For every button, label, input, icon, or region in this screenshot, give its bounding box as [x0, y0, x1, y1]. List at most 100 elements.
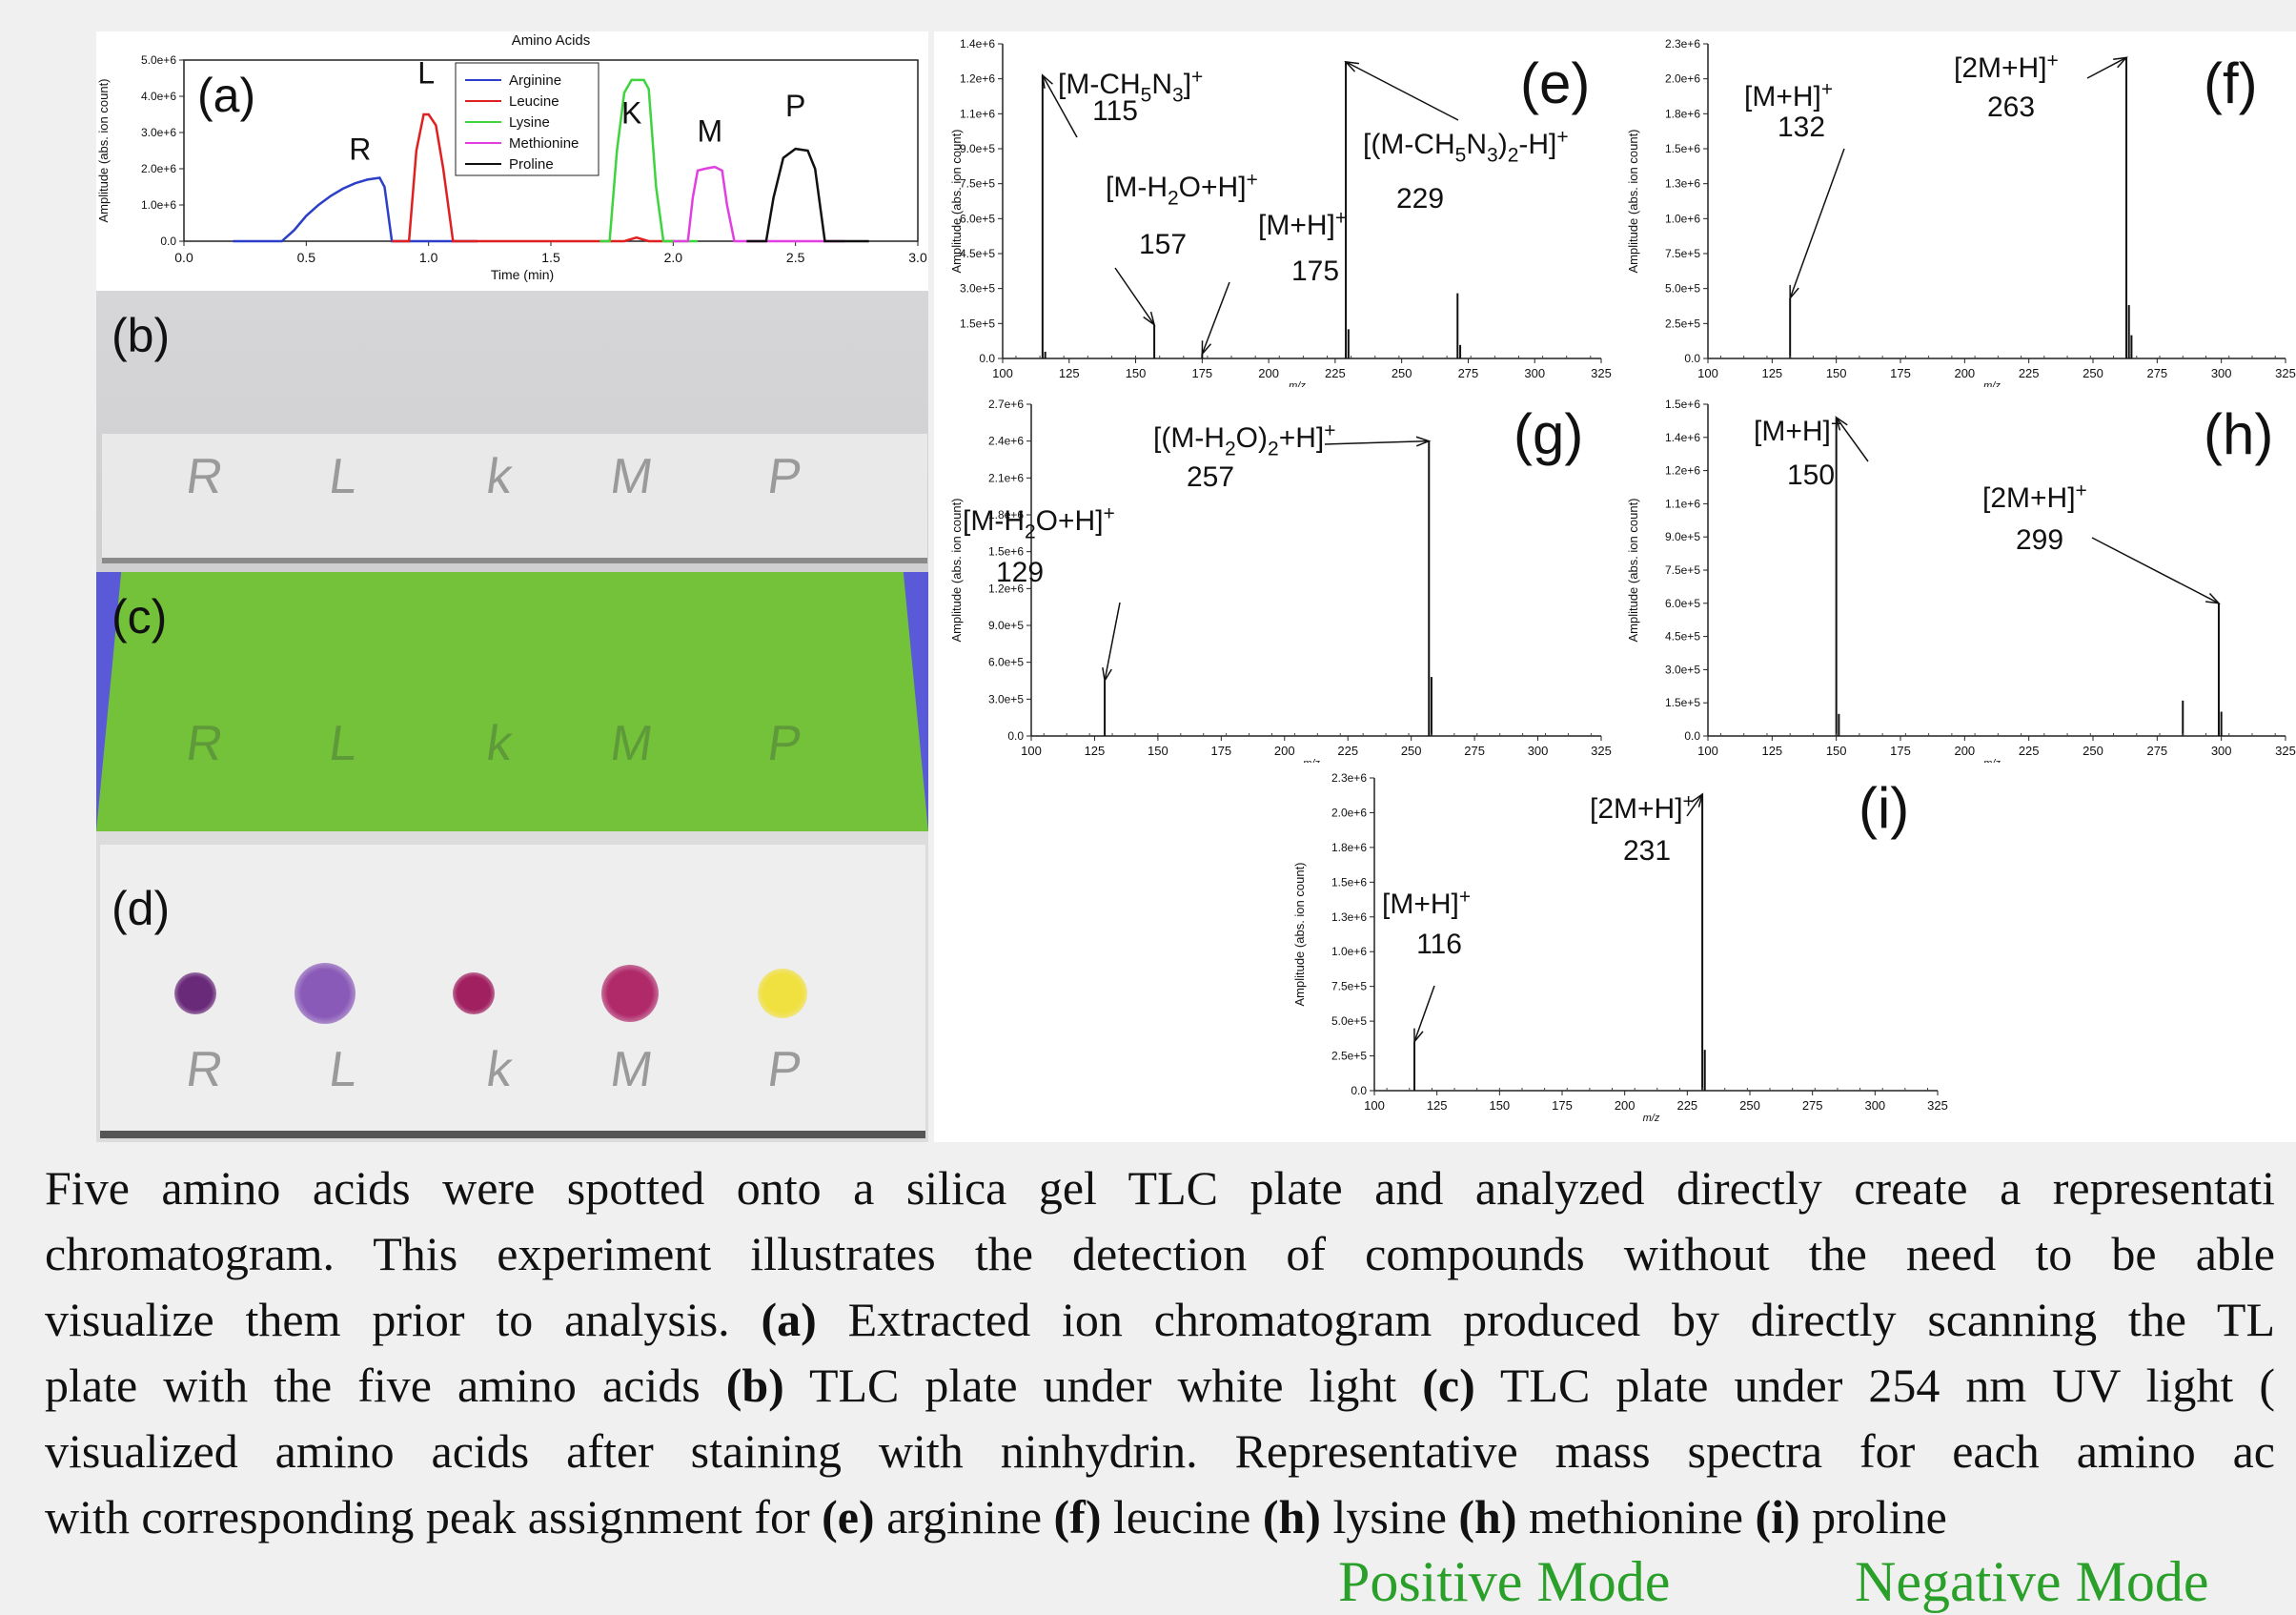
caption-panel-ref: (c) — [1422, 1359, 1475, 1412]
x-tick-label: 125 — [1085, 744, 1106, 758]
peak-mz-label: 150 — [1787, 460, 1835, 491]
x-axis-label: m/z — [1983, 380, 2001, 387]
y-tick-label: 7.5e+5 — [1331, 980, 1367, 993]
arrow-head — [1344, 60, 1360, 72]
caption-text: chromatogram. This experiment illustrate… — [45, 1227, 2275, 1280]
caption-line: plate with the five amino acids (b) TLC … — [45, 1353, 2275, 1419]
y-tick-label: 2.3e+6 — [1331, 771, 1367, 785]
y-tick-label: 4.5e+5 — [1665, 630, 1700, 644]
y-axis-label: Amplitude (abs. ion count) — [949, 498, 964, 642]
x-tick-label: 1.0 — [419, 250, 438, 265]
arrow-head — [1413, 1028, 1424, 1044]
series-line-lysine — [599, 78, 698, 243]
x-tick-label: 200 — [1274, 744, 1295, 758]
x-tick-label: 175 — [1552, 1098, 1573, 1113]
x-tick-label: 100 — [1021, 744, 1042, 758]
y-tick-label: 2.5e+5 — [1331, 1050, 1367, 1063]
y-tick-label: 3.0e+5 — [1665, 663, 1700, 676]
y-tick-label: 0.0 — [160, 235, 176, 248]
peak-assignment-label: [2M+H]+ — [1590, 791, 1695, 826]
panel-label: (f) — [2204, 51, 2258, 115]
y-tick-label: 9.0e+5 — [1665, 530, 1700, 543]
y-tick-label: 5.0e+5 — [1665, 282, 1700, 296]
x-tick-label: 200 — [1954, 366, 1975, 380]
x-tick-label: 150 — [1826, 744, 1847, 758]
peak-mz-label: 229 — [1396, 183, 1444, 215]
y-axis-label: Amplitude (abs. ion count) — [1626, 129, 1640, 273]
x-tick-label: 300 — [1524, 366, 1545, 380]
caption-line: chromatogram. This experiment illustrate… — [45, 1221, 2275, 1287]
annotation-arrow — [1104, 602, 1121, 682]
peak-mz-label: 129 — [996, 557, 1044, 588]
annotation-arrow — [1686, 793, 1703, 817]
y-tick-label: 7.5e+5 — [1665, 563, 1700, 577]
caption-line: with corresponding peak assignment for (… — [45, 1484, 2275, 1550]
y-tick-label: 3.0e+6 — [141, 126, 176, 139]
negative-mode-label: Negative Mode — [1855, 1550, 2209, 1613]
x-tick-label: 225 — [1676, 1098, 1697, 1113]
caption-panel-ref: (i) — [1755, 1490, 1800, 1543]
figure-caption: Five amino acids were spotted onto a sil… — [45, 1155, 2275, 1550]
y-axis-label: Amplitude (abs. ion count) — [1626, 498, 1640, 642]
panel-label: (h) — [2204, 402, 2273, 466]
legend-entry: Arginine — [509, 72, 561, 89]
x-axis-label: m/z — [1983, 758, 2001, 763]
y-tick-label: 0.0 — [1684, 729, 1700, 743]
figure-right-panel — [934, 31, 2296, 1142]
y-tick-label: 1.5e+6 — [1665, 142, 1700, 155]
y-tick-label: 7.5e+5 — [1665, 247, 1700, 260]
x-tick-label: 125 — [1761, 366, 1782, 380]
x-tick-label: 275 — [1802, 1098, 1823, 1113]
caption-text: leucine — [1101, 1490, 1263, 1543]
annotation-arrow — [1836, 417, 1869, 462]
caption-text: lysine — [1320, 1490, 1459, 1543]
annotation-arrow — [2091, 537, 2220, 604]
x-tick-label: 200 — [1615, 1098, 1636, 1113]
y-tick-label: 0.0 — [1684, 352, 1700, 365]
peak-assignment-label: [M+H]+ — [1382, 887, 1471, 921]
y-axis-label: Amplitude (abs. ion count) — [949, 129, 964, 273]
x-axis-label: m/z — [1303, 758, 1320, 763]
tlc-letter: M — [606, 716, 657, 771]
y-tick-label: 0.0 — [979, 352, 995, 365]
y-tick-label: 2.3e+6 — [1665, 37, 1700, 51]
x-tick-label: 175 — [1191, 366, 1212, 380]
peak-mz-label: 115 — [1092, 95, 1138, 127]
y-tick-label: 1.3e+6 — [1665, 177, 1700, 191]
y-tick-label: 1.0e+6 — [1331, 945, 1367, 958]
x-tick-label: 325 — [1591, 744, 1612, 758]
y-tick-label: 6.0e+5 — [1665, 597, 1700, 610]
panel-label: (g) — [1514, 402, 1583, 466]
x-tick-label: 2.5 — [786, 250, 805, 265]
caption-text: arginine — [874, 1490, 1054, 1543]
y-tick-label: 9.0e+5 — [960, 142, 995, 155]
legend-entry: Lysine — [509, 114, 550, 131]
peak-assignment-label: [M-CH5N3]+ — [1058, 67, 1203, 107]
y-tick-label: 1.8e+6 — [1665, 107, 1700, 120]
x-tick-label: 125 — [1761, 744, 1782, 758]
y-tick-label: 4.5e+5 — [960, 247, 995, 260]
caption-text: proline — [1799, 1490, 1947, 1543]
y-tick-label: 2.1e+6 — [988, 471, 1024, 484]
x-axis-label: Time (min) — [491, 267, 554, 282]
y-tick-label: 2.0e+6 — [1331, 806, 1367, 819]
spectrum-i-proline: 0.0 2.5e+5 5.0e+5 7.5e+5 1.0e+6 1.3e+6 1.5e+6 1… — [1292, 771, 1948, 1124]
x-tick-label: 225 — [2019, 744, 2040, 758]
annotation-arrow — [1789, 148, 1845, 299]
tlc-plate-fluorescent — [96, 572, 928, 831]
x-tick-label: 250 — [2083, 366, 2103, 380]
panel-c-label: (c) — [112, 590, 168, 644]
x-tick-label: 100 — [1364, 1098, 1385, 1113]
caption-panel-ref: (h) — [1458, 1490, 1517, 1543]
arrow-head — [1789, 284, 1799, 300]
x-tick-label: 325 — [1591, 366, 1612, 380]
x-tick-label: 275 — [2146, 366, 2167, 380]
x-tick-label: 0.5 — [297, 250, 316, 265]
x-tick-label: 175 — [1890, 744, 1911, 758]
peak-label: L — [417, 56, 435, 91]
series-line-arginine — [233, 176, 477, 243]
y-axis-label: Amplitude (abs. ion count) — [96, 78, 111, 222]
y-tick-label: 1.1e+6 — [960, 107, 995, 120]
